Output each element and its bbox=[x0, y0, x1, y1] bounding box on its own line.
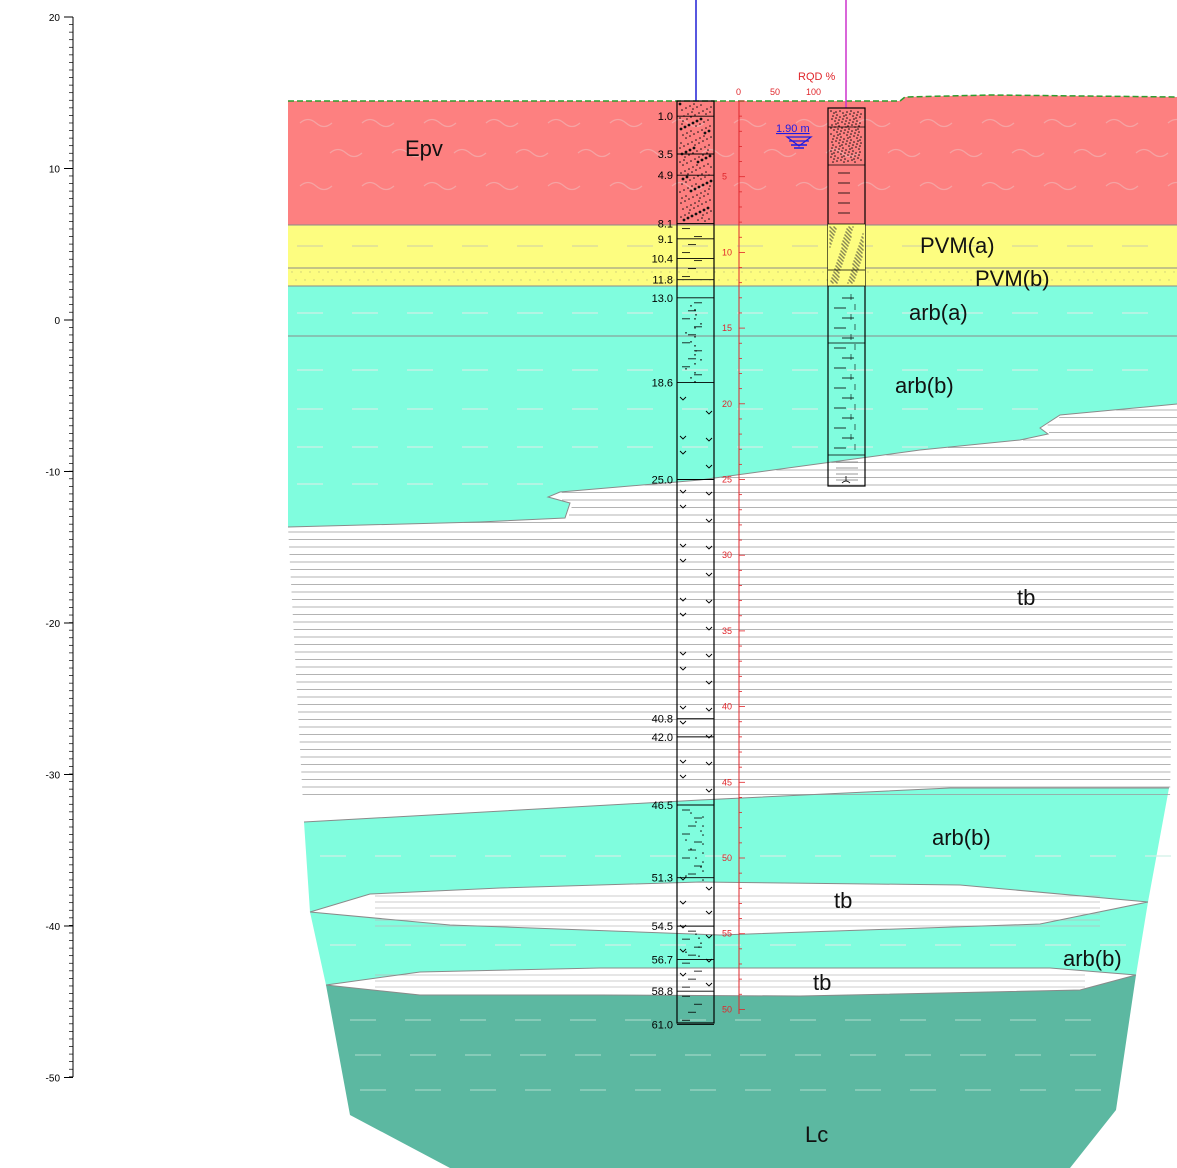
layer-dash-marks bbox=[297, 245, 1171, 1091]
depth-scale-label: 35 bbox=[722, 626, 732, 636]
borehole-depth-label: 10.4 bbox=[652, 253, 673, 265]
depth-scale-label: 10 bbox=[722, 247, 732, 257]
borehole-depth-label: 3.5 bbox=[658, 149, 673, 161]
layer-arb-mid bbox=[304, 788, 1169, 912]
unit-label-pvm-a: PVM(a) bbox=[920, 233, 995, 258]
borehole-depth-label: 18.6 bbox=[652, 378, 673, 390]
rqd-tick-100: 100 bbox=[806, 87, 821, 97]
unit-label-arb-b-low: arb(b) bbox=[1063, 946, 1122, 971]
layer-tb-mid bbox=[310, 882, 1148, 935]
borehole-depth-label: 46.5 bbox=[652, 800, 673, 812]
borehole-depth-label: 40.8 bbox=[652, 714, 673, 726]
borehole-depth-label: 61.0 bbox=[652, 1020, 673, 1032]
borehole-left-log: 1.0 3.5 4.9 8.1 9.1 10.4 11.8 13.0 18.6 25.0 40.8 4… bbox=[652, 100, 715, 1032]
layer-boundaries bbox=[287, 224, 1177, 997]
depth-scale-label: 45 bbox=[722, 777, 732, 787]
depth-scale-label: 25 bbox=[722, 475, 732, 485]
borehole-depth-label: 1.0 bbox=[658, 111, 673, 123]
rqd-tick-0: 0 bbox=[736, 87, 741, 97]
rqd-title: RQD % bbox=[798, 71, 836, 83]
unit-label-lc: Lc bbox=[805, 1122, 828, 1147]
borehole-depth-label: 9.1 bbox=[658, 234, 673, 246]
borehole-depth-label: 4.9 bbox=[658, 170, 673, 182]
unit-label-tb-mid: tb bbox=[834, 888, 852, 913]
unit-label-tb-low: tb bbox=[813, 970, 831, 995]
water-level-label: 1.90 m bbox=[776, 123, 810, 135]
rqd-header: RQD % 0 50 100 bbox=[736, 71, 836, 97]
elevation-tick-label: -40 bbox=[46, 922, 61, 933]
depth-scale-label: 15 bbox=[722, 323, 732, 333]
elevation-tick-label: -30 bbox=[46, 771, 61, 782]
elevation-tick-label: 10 bbox=[49, 165, 61, 176]
borehole-right-log bbox=[827, 107, 866, 487]
unit-label-arb-a: arb(a) bbox=[909, 300, 968, 325]
depth-scale-label: 55 bbox=[722, 929, 732, 939]
borehole-depth-label: 25.0 bbox=[652, 475, 673, 487]
elevation-tick-label: -20 bbox=[46, 619, 61, 630]
borehole-depth-label: 13.0 bbox=[652, 293, 673, 305]
layer-tb-main bbox=[288, 404, 1177, 822]
layer-epv bbox=[288, 95, 1177, 225]
borehole-depth-label: 51.3 bbox=[652, 873, 673, 885]
depth-scale-label: 30 bbox=[722, 550, 732, 560]
elevation-tick-label: -50 bbox=[46, 1074, 61, 1085]
epv-wave-pattern bbox=[299, 118, 1177, 191]
depth-scale-label: 50 bbox=[722, 1004, 732, 1014]
borehole-depth-label: 42.0 bbox=[652, 732, 673, 744]
elevation-tick-label: -10 bbox=[46, 468, 61, 479]
elevation-axis: 20 10 0 -10 -20 -30 -40 -50 bbox=[46, 13, 74, 1085]
unit-label-tb-main: tb bbox=[1017, 585, 1035, 610]
borehole-depth-label: 58.8 bbox=[652, 986, 673, 998]
layer-pvm-b bbox=[288, 268, 1177, 286]
depth-scale: 5 10 15 20 25 30 35 40 45 50 55 50 bbox=[722, 100, 745, 1014]
borehole-depth-label: 11.8 bbox=[652, 275, 673, 287]
borehole-depth-label: 56.7 bbox=[652, 954, 673, 966]
borehole-depth-label: 8.1 bbox=[658, 219, 673, 231]
unit-label-epv: Epv bbox=[405, 136, 443, 161]
water-level-marker: 1.90 m bbox=[776, 123, 813, 149]
layer-lc bbox=[326, 975, 1136, 1168]
unit-label-pvm-b: PVM(b) bbox=[975, 266, 1050, 291]
borehole-depth-label: 54.5 bbox=[652, 921, 673, 933]
depth-scale-label: 20 bbox=[722, 399, 732, 409]
rqd-tick-50: 50 bbox=[770, 87, 780, 97]
depth-scale-label: 50 bbox=[722, 853, 732, 863]
layer-arb-low bbox=[310, 902, 1148, 985]
layer-arb-upper bbox=[288, 286, 1177, 527]
unit-label-arb-b-upper: arb(b) bbox=[895, 373, 954, 398]
unit-label-arb-b-mid: arb(b) bbox=[932, 825, 991, 850]
elevation-tick-label: 0 bbox=[54, 316, 60, 327]
depth-scale-label: 40 bbox=[722, 702, 732, 712]
depth-scale-label: 5 bbox=[722, 172, 727, 182]
elevation-tick-label: 20 bbox=[49, 13, 61, 24]
